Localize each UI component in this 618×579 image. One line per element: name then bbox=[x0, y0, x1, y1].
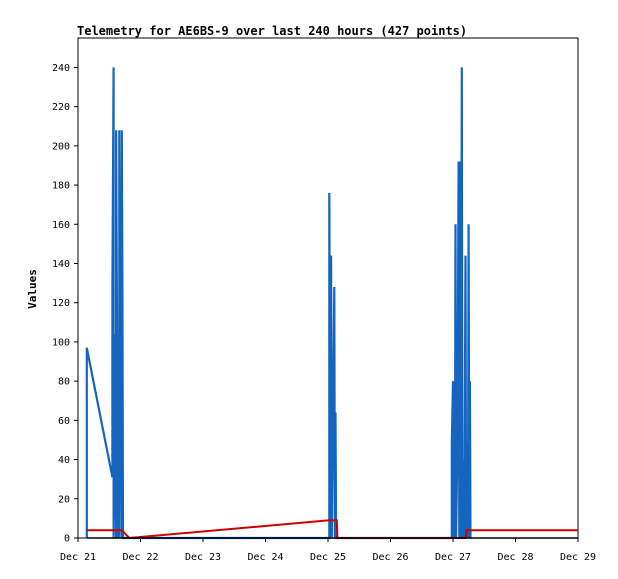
y-axis: 0 20 40 60 80 100 120 140 160 180 200 220 240 bbox=[52, 63, 78, 545]
x-axis: Dec 21 Dec 22 Dec 23 Dec 24 Dec 25 Dec 26 Dec … bbox=[60, 538, 596, 563]
series-line-1 bbox=[85, 67, 472, 540]
y-tick-label: 20 bbox=[58, 494, 70, 505]
y-axis-label: Values bbox=[26, 269, 39, 309]
y-tick-label: 0 bbox=[64, 534, 70, 545]
y-tick-label: 40 bbox=[58, 455, 70, 466]
x-tick-label: Dec 27 bbox=[435, 552, 471, 563]
y-tick-label: 180 bbox=[52, 181, 70, 192]
y-tick-label: 220 bbox=[52, 102, 70, 113]
plot-frame bbox=[77, 37, 579, 539]
x-tick-label: Dec 24 bbox=[247, 552, 283, 563]
x-tick-label: Dec 28 bbox=[497, 552, 533, 563]
series-line-2 bbox=[86, 519, 578, 540]
x-tick-label: Dec 22 bbox=[122, 552, 158, 563]
x-tick-label: Dec 23 bbox=[185, 552, 221, 563]
series-layer bbox=[85, 67, 578, 540]
y-tick-label: 60 bbox=[58, 416, 70, 427]
x-tick-label: Dec 29 bbox=[560, 552, 596, 563]
y-tick-label: 200 bbox=[52, 141, 70, 152]
y-tick-label: 80 bbox=[58, 377, 70, 388]
chart-title: Telemetry for AE6BS-9 over last 240 hour… bbox=[77, 24, 467, 38]
y-tick-label: 140 bbox=[52, 259, 70, 270]
x-tick-label: Dec 25 bbox=[310, 552, 346, 563]
x-tick-label: Dec 21 bbox=[60, 552, 96, 563]
y-tick-label: 120 bbox=[52, 298, 70, 309]
y-tick-label: 240 bbox=[52, 63, 70, 74]
y-tick-label: 100 bbox=[52, 337, 70, 348]
y-tick-label: 160 bbox=[52, 220, 70, 231]
x-tick-label: Dec 26 bbox=[372, 552, 408, 563]
